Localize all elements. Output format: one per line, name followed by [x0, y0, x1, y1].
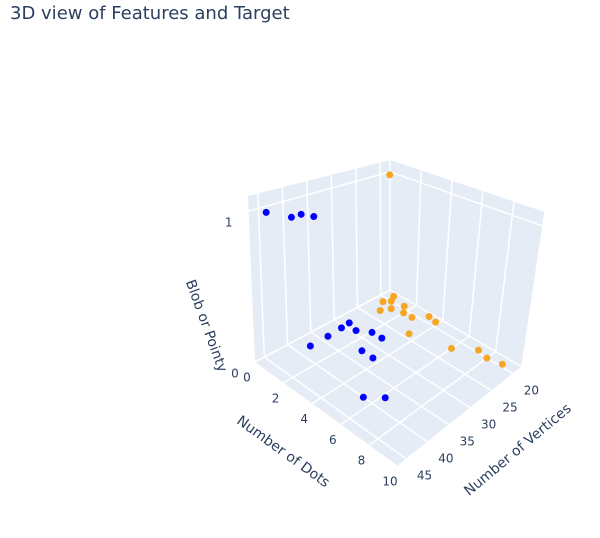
point [369, 354, 377, 362]
grid-line [468, 191, 484, 337]
grid-line [311, 320, 444, 405]
grid-line [257, 193, 266, 358]
point [387, 305, 395, 313]
floor-pane [255, 290, 522, 466]
z-tick-label: 0 [231, 367, 239, 381]
grid-line [357, 306, 493, 392]
x-tick-label: 4 [300, 412, 308, 426]
point [358, 347, 366, 355]
grid-line [397, 366, 523, 467]
chart-title: 3D view of Features and Target [10, 3, 290, 24]
point [498, 360, 506, 368]
grid-line [263, 356, 407, 460]
y-tick-label: 25 [502, 400, 517, 414]
point [262, 208, 270, 216]
grid-line [340, 335, 470, 426]
y-axis-title: Number of Vertices [461, 401, 574, 500]
grid-line [248, 171, 391, 212]
grid-line [442, 180, 453, 321]
grid-line [415, 170, 422, 306]
grid-line [287, 344, 429, 443]
point [386, 171, 394, 179]
y-tick-label: 35 [460, 435, 475, 449]
point [483, 354, 491, 362]
x-axis-title: Number of Dots [233, 413, 332, 491]
x-tick-label: 10 [382, 475, 397, 489]
grid-line [389, 289, 523, 368]
point [324, 332, 332, 340]
point [368, 328, 376, 336]
point [306, 342, 314, 350]
x-tick-label: 6 [329, 433, 337, 447]
grid-line [330, 174, 335, 320]
point [337, 324, 345, 332]
point [297, 210, 305, 218]
point [287, 213, 295, 221]
point [378, 334, 386, 342]
z-tick-label: 1 [225, 216, 233, 230]
x-tick-label: 8 [358, 454, 366, 468]
point [352, 327, 360, 335]
grid-line [368, 350, 497, 446]
grid-line [494, 201, 515, 352]
point [400, 302, 408, 310]
point [405, 330, 413, 338]
grid-line [283, 304, 417, 384]
z-axis-title: Blob or Pointy [182, 278, 230, 375]
grid-line [521, 211, 546, 368]
point [376, 307, 384, 315]
point [432, 318, 440, 326]
point [474, 346, 482, 354]
point [408, 313, 416, 321]
point [359, 393, 367, 401]
y-tick-label: 40 [438, 452, 453, 466]
grid-line [310, 331, 450, 426]
grid-line [333, 319, 472, 409]
y-tick-label: 30 [481, 417, 496, 431]
y-tick-label: 20 [524, 383, 539, 397]
point [400, 309, 408, 317]
point [425, 313, 433, 321]
point [387, 297, 395, 305]
back-wall-pane [390, 160, 545, 367]
grid-line [354, 168, 359, 308]
grid-line [281, 187, 289, 345]
grid-line [389, 171, 544, 227]
y-tick-label: 45 [417, 469, 432, 483]
x-tick-label: 0 [243, 371, 251, 385]
grid-line [306, 181, 312, 333]
point [345, 319, 353, 327]
point [381, 394, 389, 402]
point [379, 298, 387, 306]
point [447, 344, 455, 352]
grid-line [254, 289, 391, 363]
x-tick-label: 2 [272, 391, 280, 405]
point [310, 213, 318, 221]
